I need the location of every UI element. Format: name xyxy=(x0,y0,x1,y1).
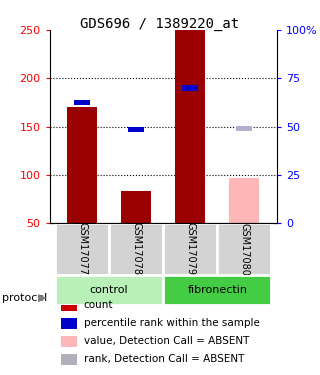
Text: GSM17079: GSM17079 xyxy=(185,222,195,276)
Text: GSM17080: GSM17080 xyxy=(239,222,249,275)
Bar xyxy=(229,178,259,223)
Bar xyxy=(121,191,151,223)
Bar xyxy=(236,126,252,132)
Text: rank, Detection Call = ABSENT: rank, Detection Call = ABSENT xyxy=(84,354,244,364)
Text: ▶: ▶ xyxy=(38,293,46,303)
Text: GSM17078: GSM17078 xyxy=(131,222,141,276)
Bar xyxy=(61,318,77,329)
Bar xyxy=(128,127,144,132)
Text: GDS696 / 1389220_at: GDS696 / 1389220_at xyxy=(80,17,240,31)
Bar xyxy=(163,223,217,274)
Text: GSM17077: GSM17077 xyxy=(77,222,87,276)
Bar xyxy=(67,107,97,223)
Text: count: count xyxy=(84,300,113,310)
Bar xyxy=(182,85,198,91)
Bar xyxy=(109,223,163,274)
Text: protocol: protocol xyxy=(2,293,47,303)
Bar xyxy=(61,336,77,346)
Bar xyxy=(55,274,163,305)
Bar xyxy=(163,274,271,305)
Text: percentile rank within the sample: percentile rank within the sample xyxy=(84,318,260,328)
Bar xyxy=(61,354,77,364)
Bar xyxy=(217,223,271,274)
Bar xyxy=(61,300,77,311)
Bar xyxy=(175,30,205,223)
Text: control: control xyxy=(90,285,128,295)
Text: value, Detection Call = ABSENT: value, Detection Call = ABSENT xyxy=(84,336,249,346)
Text: fibronectin: fibronectin xyxy=(187,285,247,295)
Bar xyxy=(55,223,109,274)
Bar xyxy=(74,100,90,105)
